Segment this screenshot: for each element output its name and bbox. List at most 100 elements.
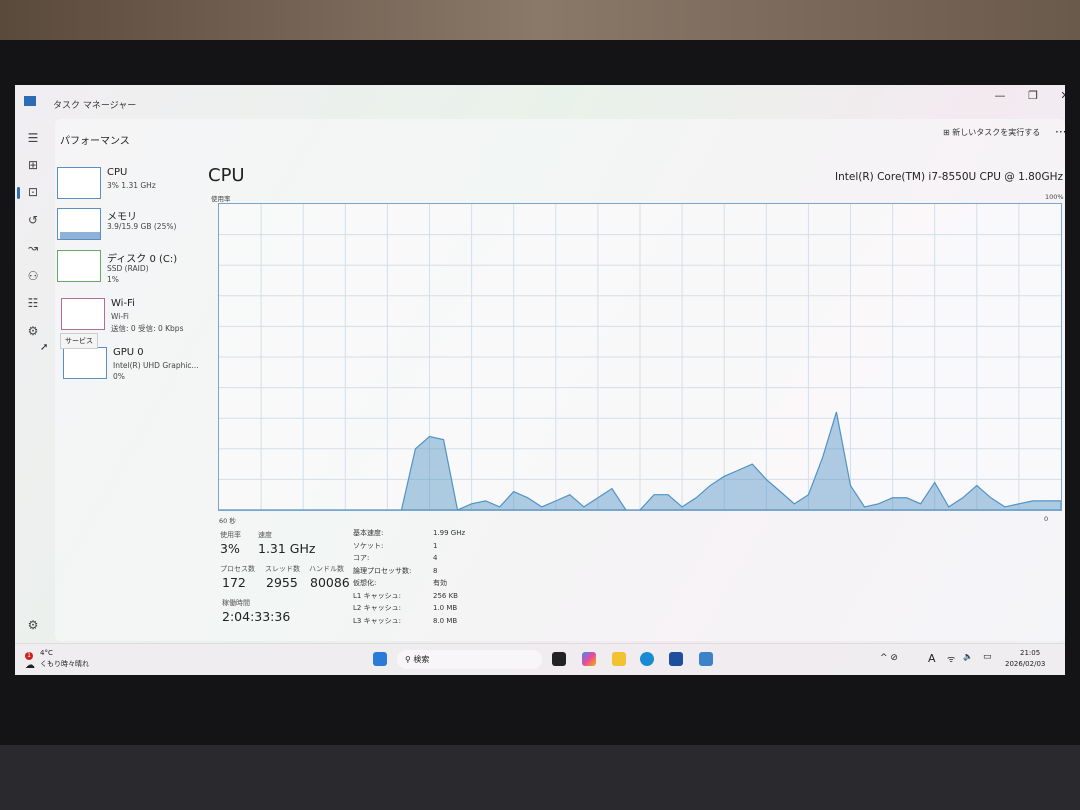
disk-thumbnail [57, 250, 101, 282]
volume-icon[interactable]: 🔈 [963, 652, 973, 661]
wifi-thumbnail [61, 298, 105, 330]
device-item-disk[interactable]: ディスク 0 (C:) SSD (RAID) 1% [57, 250, 207, 292]
device-info: 0% [113, 372, 125, 381]
speed-label: 速度 [258, 531, 272, 539]
details-icon[interactable]: ☷ [27, 296, 39, 310]
task-manager-taskbar-icon[interactable] [699, 652, 713, 666]
cpu-details-list: 基本速度: 1.99 GHz ソケット: 1 コア: 4 論理プロセッサ数: 8 仮想化: 有効 L… [353, 529, 483, 633]
close-button[interactable]: ✕ [1055, 89, 1065, 102]
run-new-task-button[interactable]: ⊞ 新しいタスクを実行する [943, 127, 1040, 138]
device-info: 3% 1.31 GHz [107, 181, 156, 190]
services-icon[interactable]: ⚙ [27, 324, 39, 338]
file-explorer-icon[interactable] [612, 652, 626, 666]
uptime-label: 稼働時間 [222, 599, 250, 607]
services-tooltip: サービス [60, 333, 98, 349]
edge-icon[interactable] [640, 652, 654, 666]
detail-value: 256 KB [433, 591, 458, 600]
detail-label: ソケット: [353, 541, 384, 550]
device-info: 3.9/15.9 GB (25%) [107, 222, 177, 231]
detail-value: 1.0 MB [433, 604, 458, 612]
detail-value: 1 [433, 541, 438, 550]
handles-value: 80086 [310, 575, 350, 590]
detail-value: 8 [433, 566, 438, 575]
y-axis-label: 使用率 [211, 195, 231, 203]
device-info: Intel(R) UHD Graphic... [113, 361, 199, 370]
detail-label: コア: [353, 554, 370, 562]
run-new-task-label: 新しいタスクを実行する [952, 128, 1041, 137]
task-manager-window: タスク マネージャー — ❐ ✕ ☰ ⊞ ⊡ ↺ ↝ ⚇ ☷ ⚙ ➚ ⚙ サービ… [15, 85, 1065, 675]
processes-icon[interactable]: ⊞ [27, 158, 39, 172]
device-name: Wi-Fi [111, 298, 135, 309]
clock-time[interactable]: 21:05 [1020, 649, 1041, 657]
battery-icon[interactable]: ▭ [983, 652, 992, 662]
detail-label: L2 キャッシュ: [353, 604, 401, 612]
device-info: 送信: 0 受信: 0 Kbps [111, 324, 184, 333]
taskbar: 1 ☁ 4°C くもり時々晴れ ⚲ 検索 ^ ⊘ A ᯤ 🔈 ▭ 21:05 2… [15, 643, 1065, 675]
cpu-heading: CPU [208, 165, 245, 186]
laptop-base [0, 745, 1080, 810]
detail-value: 8.0 MB [433, 616, 458, 625]
mouse-cursor-icon: ➚ [40, 342, 49, 353]
search-box[interactable]: ⚲ 検索 [397, 650, 542, 669]
cpu-thumbnail [57, 167, 101, 199]
store-icon[interactable] [669, 652, 683, 666]
x-left-label: 60 秒 [219, 517, 236, 525]
weather-badge: 1 [25, 652, 33, 660]
tray-icons[interactable]: ^ ⊘ [880, 653, 898, 663]
detail-value: 1.99 GHz [433, 529, 466, 537]
more-options-button[interactable]: ··· [1055, 125, 1065, 139]
app-history-icon[interactable]: ↺ [27, 213, 39, 227]
detail-label: 論理プロセッサ数: [353, 566, 412, 575]
taskbar-app-icon[interactable] [552, 652, 566, 666]
speed-value: 1.31 GHz [258, 541, 316, 556]
performance-icon[interactable]: ⊡ [17, 185, 43, 199]
wifi-icon[interactable]: ᯤ [947, 655, 956, 665]
ime-indicator[interactable]: A [928, 652, 936, 665]
usage-label: 使用率 [220, 531, 241, 539]
content-panel [55, 119, 1065, 641]
task-manager-app-icon [24, 96, 36, 106]
detail-label: L3 キャッシュ: [353, 616, 401, 625]
new-task-icon: ⊞ [943, 128, 953, 137]
usage-value: 3% [220, 541, 240, 556]
restore-button[interactable]: ❐ [1028, 89, 1038, 102]
detail-value: 有効 [433, 579, 447, 587]
x-right-label: 0 [1044, 515, 1049, 523]
settings-icon[interactable]: ⚙ [27, 618, 39, 632]
search-placeholder: 検索 [413, 655, 430, 664]
memory-fill [60, 232, 100, 239]
startup-apps-icon[interactable]: ↝ [27, 241, 39, 255]
cpu-usage-chart [218, 203, 1062, 511]
device-info: 1% [107, 275, 119, 284]
device-name: GPU 0 [113, 347, 144, 358]
background-wall [0, 0, 1080, 45]
users-icon[interactable]: ⚇ [27, 269, 39, 283]
search-icon: ⚲ [405, 655, 414, 664]
clock-date[interactable]: 2026/02/03 [1005, 660, 1046, 668]
detail-label: L1 キャッシュ: [353, 591, 401, 600]
weather-temp[interactable]: 4°C [40, 649, 53, 657]
minimize-button[interactable]: — [994, 89, 1006, 102]
copilot-icon[interactable] [582, 652, 596, 666]
device-item-memory[interactable]: メモリ 3.9/15.9 GB (25%) [57, 208, 207, 250]
start-button[interactable] [373, 652, 387, 666]
device-item-gpu[interactable]: GPU 0 Intel(R) UHD Graphic... 0% [63, 347, 213, 389]
threads-value: 2955 [266, 575, 298, 590]
device-info: SSD (RAID) [107, 264, 149, 273]
y-max-label: 100% [1045, 193, 1064, 201]
weather-icon[interactable]: ☁ [25, 660, 35, 671]
detail-value: 4 [433, 554, 438, 562]
device-item-cpu[interactable]: CPU 3% 1.31 GHz [57, 167, 207, 209]
threads-label: スレッド数 [265, 565, 300, 573]
cpu-model: Intel(R) Core(TM) i7-8550U CPU @ 1.80GHz [835, 171, 1063, 183]
gpu-thumbnail [63, 347, 107, 379]
processes-label: プロセス数 [220, 565, 255, 573]
device-name: メモリ [107, 212, 137, 223]
device-item-wifi[interactable]: Wi-Fi Wi-Fi 送信: 0 受信: 0 Kbps [61, 298, 211, 340]
uptime-value: 2:04:33:36 [222, 609, 291, 624]
page-title: パフォーマンス [60, 136, 130, 147]
device-info: Wi-Fi [111, 312, 129, 321]
weather-text[interactable]: くもり時々晴れ [40, 660, 89, 668]
memory-thumbnail [57, 208, 101, 240]
hamburger-icon[interactable]: ☰ [27, 131, 39, 145]
